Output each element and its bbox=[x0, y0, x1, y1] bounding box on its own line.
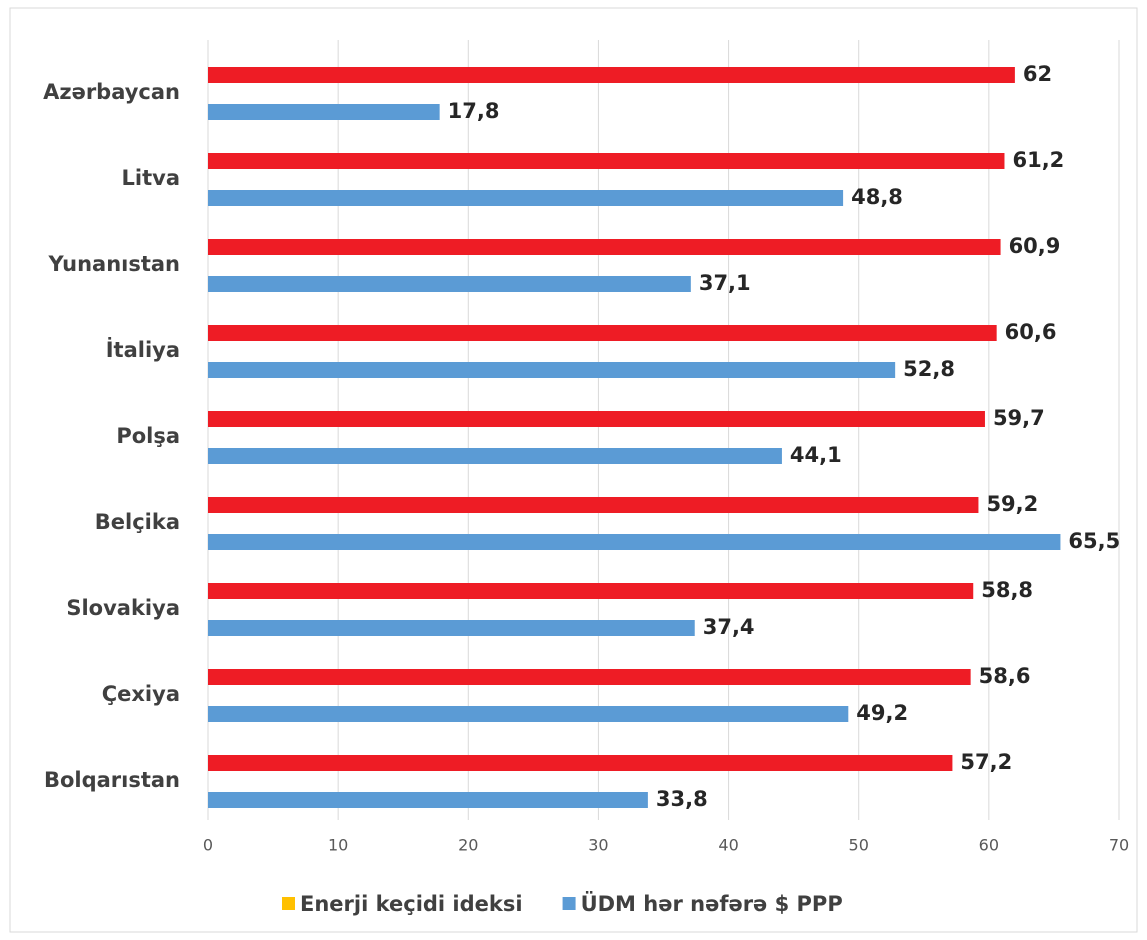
data-label: 62 bbox=[1023, 62, 1052, 86]
bar bbox=[208, 104, 440, 120]
data-label: 57,2 bbox=[960, 750, 1012, 774]
x-tick-label: 10 bbox=[328, 836, 348, 855]
y-tick-label: Çexiya bbox=[102, 682, 180, 706]
data-label: 65,5 bbox=[1068, 529, 1120, 553]
bar bbox=[208, 190, 844, 206]
y-tick-label: Azərbaycan bbox=[43, 80, 180, 104]
bar bbox=[208, 325, 997, 341]
data-label: 59,2 bbox=[986, 492, 1038, 516]
bar bbox=[208, 362, 896, 378]
data-label: 52,8 bbox=[903, 357, 955, 381]
y-tick-label: Polşa bbox=[116, 424, 180, 448]
bar bbox=[208, 411, 985, 427]
data-label: 61,2 bbox=[1012, 148, 1064, 172]
bar bbox=[208, 448, 782, 464]
bar bbox=[208, 276, 691, 292]
bar bbox=[208, 583, 974, 599]
legend-label: Enerji keçidi ideksi bbox=[300, 892, 523, 916]
y-tick-label: Slovakiya bbox=[66, 596, 180, 620]
data-label: 48,8 bbox=[851, 185, 903, 209]
bar bbox=[208, 239, 1001, 255]
data-label: 49,2 bbox=[856, 701, 908, 725]
bar bbox=[208, 669, 971, 685]
data-label: 60,6 bbox=[1005, 320, 1057, 344]
data-label: 60,9 bbox=[1009, 234, 1061, 258]
bar bbox=[208, 534, 1061, 550]
legend-label: ÜDM hər nəfərə $ PPP bbox=[581, 891, 843, 916]
data-label: 33,8 bbox=[656, 787, 708, 811]
x-tick-label: 20 bbox=[458, 836, 478, 855]
data-label: 37,4 bbox=[703, 615, 755, 639]
legend-marker bbox=[282, 897, 295, 910]
y-tick-label: Litva bbox=[122, 166, 180, 190]
bar bbox=[208, 706, 849, 722]
data-label: 44,1 bbox=[790, 443, 842, 467]
y-tick-label: Belçika bbox=[95, 510, 180, 534]
bar bbox=[208, 620, 695, 636]
legend-marker bbox=[562, 897, 576, 910]
bar bbox=[208, 153, 1005, 169]
y-tick-label: Bolqarıstan bbox=[44, 768, 180, 792]
data-label: 37,1 bbox=[699, 271, 751, 295]
bar bbox=[208, 792, 648, 808]
data-label: 17,8 bbox=[448, 99, 500, 123]
bar bbox=[208, 497, 979, 513]
data-label: 58,8 bbox=[981, 578, 1033, 602]
x-tick-label: 0 bbox=[203, 836, 213, 855]
x-tick-label: 40 bbox=[718, 836, 738, 855]
y-tick-label: İtaliya bbox=[106, 337, 180, 362]
x-tick-label: 30 bbox=[588, 836, 608, 855]
x-tick-label: 70 bbox=[1109, 836, 1129, 855]
x-tick-label: 50 bbox=[849, 836, 869, 855]
data-label: 58,6 bbox=[979, 664, 1031, 688]
bar bbox=[208, 755, 953, 771]
data-label: 59,7 bbox=[993, 406, 1045, 430]
x-tick-label: 60 bbox=[979, 836, 999, 855]
y-tick-label: Yunanıstan bbox=[47, 252, 180, 276]
bar bbox=[208, 67, 1015, 83]
